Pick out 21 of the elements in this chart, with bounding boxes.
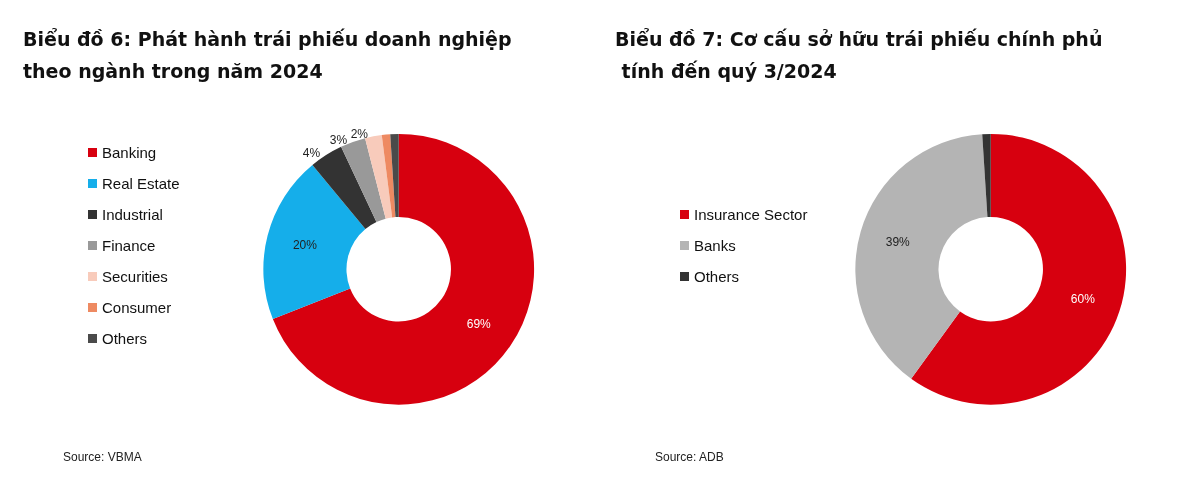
chart-title: Biểu đồ 6: Phát hành trái phiếu doanh nghiệp theo ngành trong năm 2024 bbox=[23, 28, 519, 82]
legend-label: Securities bbox=[102, 268, 168, 285]
data-label: 4% bbox=[302, 146, 321, 161]
chart-title: Biểu đồ 7: Cơ cấu sở hữu trái phiếu chính phủ tính đến quý 3/2024 bbox=[615, 28, 1103, 82]
data-label: 69% bbox=[466, 316, 492, 331]
data-label: 60% bbox=[1070, 292, 1096, 307]
source-note: Source: VBMA bbox=[63, 450, 142, 464]
legend-label: Insurance Sector bbox=[694, 206, 808, 223]
legend-label: Real Estate bbox=[102, 175, 180, 192]
legend-label: Others bbox=[102, 330, 148, 347]
data-label: 20% bbox=[292, 238, 318, 253]
legend-label: Others bbox=[694, 268, 740, 285]
legend-label: Finance bbox=[102, 237, 156, 254]
data-label: 3% bbox=[329, 133, 348, 147]
legend-label: Industrial bbox=[102, 206, 163, 223]
legend-label: Banks bbox=[694, 237, 736, 254]
data-label: 2% bbox=[350, 127, 369, 142]
data-label: 39% bbox=[885, 235, 911, 250]
legend-label: Consumer bbox=[102, 299, 172, 316]
source-note: Source: ADB bbox=[655, 450, 724, 464]
legend-label: Banking bbox=[102, 144, 157, 161]
